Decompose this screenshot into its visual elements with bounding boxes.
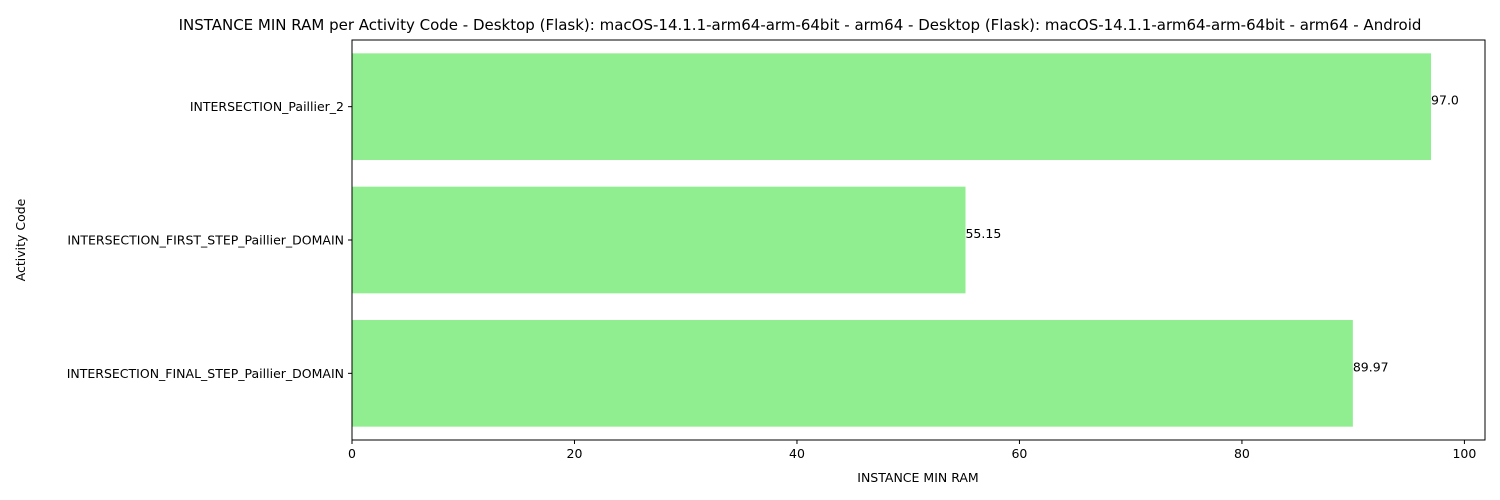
bar-value-label-1: 55.15	[965, 226, 1001, 241]
x-axis-label: INSTANCE MIN RAM	[857, 470, 978, 485]
plot-frame	[351, 39, 1486, 441]
y-tick-label-0: INTERSECTION_Paillier_2	[190, 99, 344, 114]
y-tick-label-1: INTERSECTION_FIRST_STEP_Paillier_DOMAIN	[67, 233, 344, 248]
bar-0	[352, 53, 1432, 161]
x-tick-label-1: 20	[567, 446, 583, 461]
bar-2	[352, 320, 1353, 427]
chart-title: INSTANCE MIN RAM per Activity Code - Des…	[179, 16, 1422, 34]
bars-layer: 97.0 55.15 89.97	[352, 53, 1459, 427]
ticks-layer: INTERSECTION_Paillier_2 INTERSECTION_FIRS…	[67, 99, 1477, 461]
x-tick-label-3: 60	[1011, 446, 1027, 461]
bar-1	[352, 186, 966, 294]
y-axis-label: Activity Code	[13, 198, 28, 281]
x-tick-label-5: 100	[1452, 446, 1476, 461]
y-tick-label-2: INTERSECTION_FINAL_STEP_Paillier_DOMAIN	[67, 366, 344, 381]
x-tick-label-0: 0	[348, 446, 356, 461]
x-tick-label-2: 40	[789, 446, 805, 461]
bar-value-label-2: 89.97	[1353, 359, 1389, 374]
x-tick-label-4: 80	[1234, 446, 1250, 461]
bar-value-label-0: 97.0	[1431, 93, 1459, 108]
